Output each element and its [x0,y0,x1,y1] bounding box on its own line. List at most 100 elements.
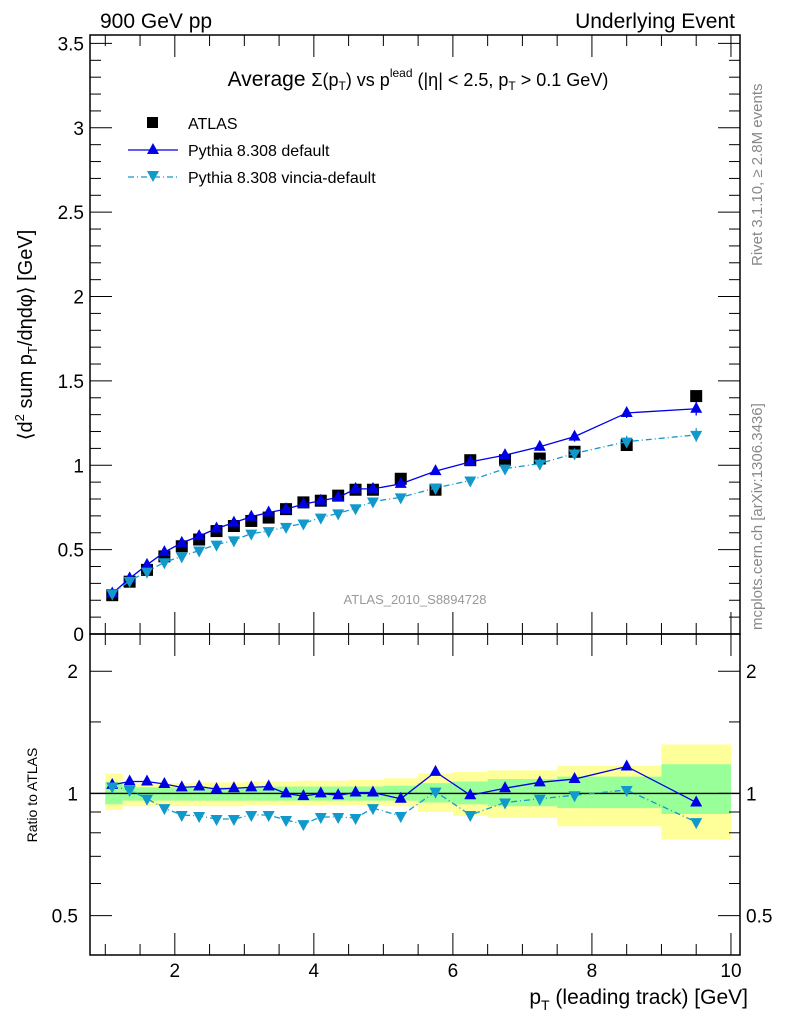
ratio-default-point [533,775,546,787]
ratio-y-tick-label: 2 [67,662,78,683]
vincia-point [262,527,275,539]
y-tick-label: 3 [73,119,84,140]
ratio-default-point [227,781,240,793]
header-right: Underlying Event [575,10,735,33]
vincia-point [227,536,240,548]
ratio-default-point [210,782,223,794]
ratio-default-point [158,776,171,788]
ratio-default-point [245,780,258,792]
y-tick-label: 2 [73,288,84,309]
ratio-vincia-point [262,810,275,822]
vincia-point [349,504,362,516]
vincia-point [568,449,581,461]
default-point [533,439,546,451]
ratio-default-point [314,786,327,798]
watermark: ATLAS_2010_S8894728 [344,592,487,607]
vincia-point [690,430,703,442]
default-point [314,493,327,505]
plot-title: Average Σ(pT) vs plead (|η| < 2.5, pT > … [228,66,609,93]
default-point [499,448,512,460]
ratio-default-point [332,788,345,800]
ratio-default-point [568,772,581,784]
legend-default-marker [147,143,159,154]
legend-vincia-label: Pythia 8.308 vincia-default [188,170,376,187]
vincia-point [158,558,171,570]
vincia-line [111,434,697,595]
default-line [111,408,697,594]
ratio-vincia-point [499,798,512,810]
mcplots-info: mcplots.cern.ch [arXiv:1306.3436] [749,403,766,630]
ratio-default-point [464,788,477,800]
legend-default-label: Pythia 8.308 default [188,143,330,160]
vincia-point [297,519,310,531]
ratio-default-point [394,791,407,803]
legend-atlas-label: ATLAS [188,116,238,133]
default-point [332,490,345,502]
default-point [280,502,293,514]
default-point [620,405,633,417]
y-tick-label: 1 [73,456,84,477]
x-tick-label: 10 [720,961,741,982]
y-tick-label: 1.5 [58,372,84,393]
default-point [690,401,703,413]
ratio-vincia-point [227,815,240,827]
y-tick-label: 0.5 [58,541,84,562]
ratio-default-point [123,774,136,786]
default-point [262,505,275,517]
vincia-point [175,552,188,564]
ratio-vincia-point [332,812,345,824]
default-point [158,545,171,557]
default-point [568,429,581,441]
ratio-default-point [141,774,154,786]
legend-vincia-marker [147,171,159,182]
ratio-vincia-point [123,785,136,797]
ratio-bands [90,744,740,840]
x-axis-label: pT (leading track) [GeV] [529,986,748,1013]
vincia-point [533,459,546,471]
ratio-default-point [280,786,293,798]
x-tick-label: 4 [309,961,320,982]
main-plot [106,390,703,602]
ratio-frame [89,633,741,956]
default-point [210,521,223,533]
ratio-vincia-point [193,811,206,823]
vincia-point [620,437,633,449]
ratio-vincia-point [314,812,327,824]
ratio-vincia-point [690,818,703,830]
ratio-vincia-point [429,787,442,799]
ratio-vincia-point [533,794,546,806]
ratio-vincia-point [175,810,188,822]
ratio-vincia-point [297,820,310,832]
ratio-y-axis-label: Ratio to ATLAS [24,748,40,843]
legend: ATLAS Pythia 8.308 default Pythia 8.308 … [128,116,376,187]
vincia-point [394,493,407,505]
vincia-point [106,589,119,601]
ratio-vincia-point [620,785,633,797]
x-tick-label: 2 [170,961,181,982]
ratio-default-point [193,779,206,791]
vincia-point [499,464,512,476]
ratio-y-tick-label: 0.5 [52,907,78,928]
ratio-vincia-point [366,804,379,816]
vincia-point [366,497,379,509]
ratio-default-point [690,795,703,807]
x-tick-label: 6 [448,961,459,982]
default-point [193,529,206,541]
default-point [245,509,258,521]
y-axis-label: ⟨d2 sum pT/dηdφ⟩ [GeV] [12,230,40,441]
header-left: 900 GeV pp [100,10,212,33]
atlas-data-point [690,390,703,403]
y-tick-label: 3.5 [58,34,84,55]
ratio-y-tick-label-right: 0.5 [746,907,772,928]
y-tick-label: 2.5 [58,203,84,224]
vincia-point [141,567,154,579]
x-tick-label: 8 [587,961,598,982]
default-point [394,476,407,488]
ratio-vincia-line [112,785,697,825]
ratio-default-point [262,779,275,791]
vincia-point [314,513,327,525]
ratio-vincia-point [349,813,362,825]
vincia-point [245,529,258,541]
default-point [297,497,310,509]
